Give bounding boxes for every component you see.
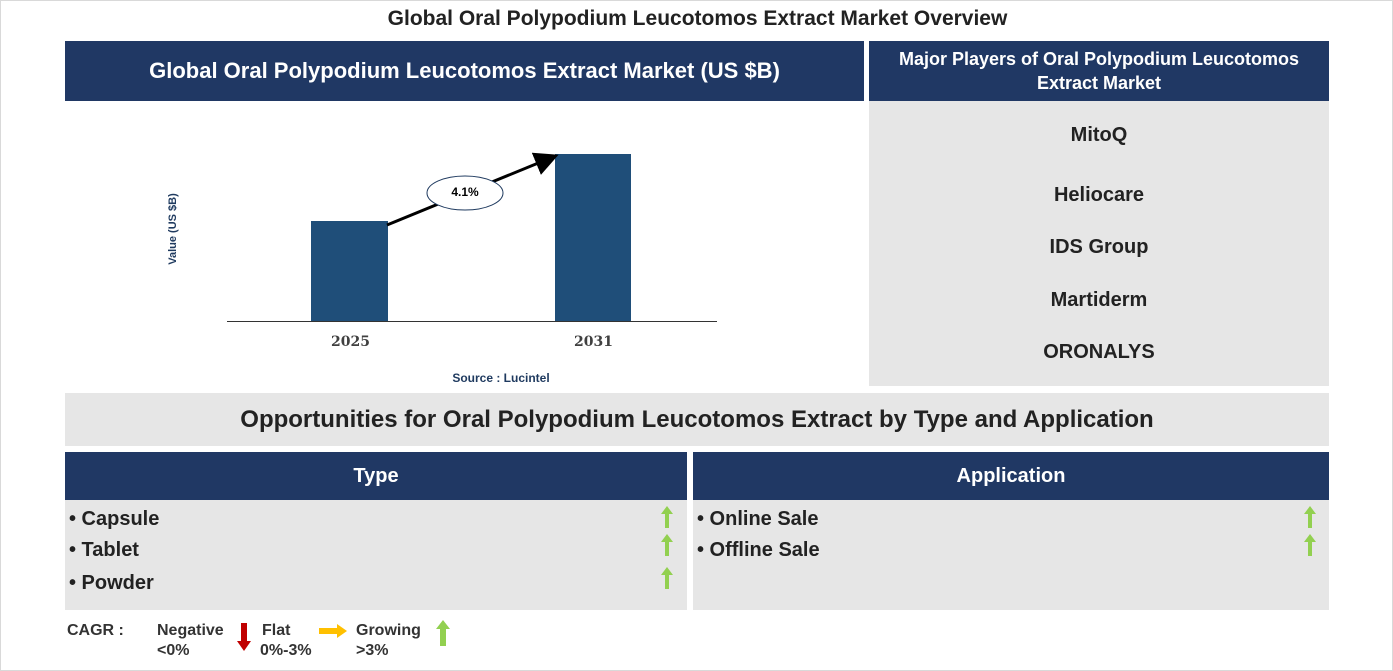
legend-growing-range: >3% <box>356 642 389 659</box>
player-item: Martiderm <box>1050 289 1148 311</box>
chart-header: Global Oral Polypodium Leucotomos Extrac… <box>65 41 864 101</box>
growing-arrow-icon <box>661 534 673 556</box>
growing-arrow-icon <box>661 506 673 528</box>
legend-flat-name: Flat <box>262 622 291 639</box>
bar-chart: Value (US $B) 2025 2031 4.1% Source : Lu… <box>65 101 864 391</box>
type-header: Type <box>65 452 687 500</box>
growing-arrow-icon <box>436 620 450 646</box>
legend-negative-name: Negative <box>157 622 224 639</box>
page-title: Global Oral Polypodium Leucotomos Extrac… <box>387 7 1008 30</box>
x-axis-line <box>227 321 717 322</box>
negative-arrow-icon <box>237 623 251 651</box>
bar-2031 <box>555 154 631 321</box>
chart-source: Source : Lucintel <box>452 371 550 385</box>
growing-arrow-icon <box>661 567 673 589</box>
legend-flat-range: 0%-3% <box>260 642 312 659</box>
x-tick-2031: 2031 <box>574 334 613 350</box>
application-header: Application <box>693 452 1329 500</box>
cagr-label: 4.1% <box>451 185 479 199</box>
type-item: • Powder <box>69 572 154 594</box>
player-item: IDS Group <box>1049 236 1149 258</box>
application-item: • Online Sale <box>697 508 819 530</box>
legend-negative-range: <0% <box>157 642 190 659</box>
player-item: ORONALYS <box>1043 341 1155 363</box>
player-item: Heliocare <box>1053 184 1145 206</box>
growing-arrow-icon <box>1304 506 1316 528</box>
bar-2025 <box>311 221 388 321</box>
players-header: Major Players of Oral Polypodium Leucoto… <box>869 41 1329 101</box>
cagr-arrow-icon <box>386 152 559 227</box>
application-list: • Online Sale • Offline Sale <box>693 500 1329 610</box>
x-tick-2025: 2025 <box>331 334 370 350</box>
type-list: • Capsule • Tablet • Powder <box>65 500 687 610</box>
flat-arrow-icon <box>319 624 347 638</box>
opportunities-header: Opportunities for Oral Polypodium Leucot… <box>65 393 1329 446</box>
players-list: MitoQ Heliocare IDS Group Martiderm ORON… <box>869 101 1329 386</box>
growing-arrow-icon <box>1304 534 1316 556</box>
legend-label: CAGR : <box>67 622 124 639</box>
cagr-legend: CAGR : Negative <0% Flat 0%-3% Growing >… <box>65 620 465 665</box>
legend-growing-name: Growing <box>356 622 421 639</box>
player-item: MitoQ <box>1070 124 1128 146</box>
type-item: • Tablet <box>69 539 139 561</box>
application-item: • Offline Sale <box>697 539 820 561</box>
type-item: • Capsule <box>69 508 160 530</box>
